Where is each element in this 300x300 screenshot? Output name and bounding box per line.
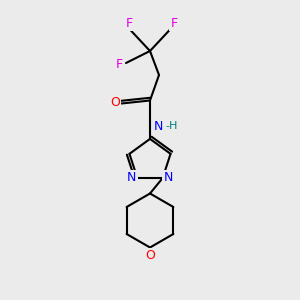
Text: N: N [154,119,163,133]
Text: O: O [145,249,155,262]
Text: F: F [116,58,123,71]
Text: O: O [110,95,120,109]
Text: -H: -H [166,121,178,131]
Text: N: N [164,172,173,184]
Text: F: F [170,16,178,30]
Text: F: F [125,16,133,30]
Text: N: N [127,172,136,184]
